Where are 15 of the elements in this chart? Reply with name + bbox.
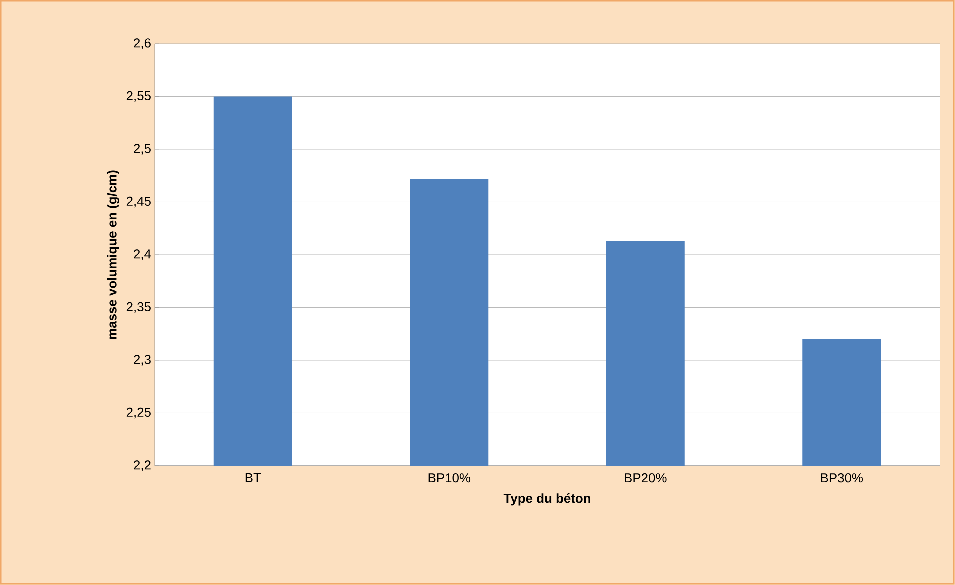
x-tick-label: BT	[246, 474, 262, 482]
y-tick-label: 2,3	[134, 355, 151, 366]
y-tick-label: 2,6	[134, 38, 151, 50]
y-axis-title: masse volumique en (g/cm)	[107, 170, 120, 340]
y-tick-label: 2,35	[126, 302, 151, 314]
x-tick-label: BP30%	[821, 474, 864, 483]
y-tick-label: 2,25	[126, 408, 151, 419]
y-tick-label: 2,5	[134, 144, 151, 155]
y-tick-label: 2,55	[126, 91, 151, 102]
y-tick-label: 2,2	[134, 460, 151, 472]
y-tick-label: 2,4	[134, 250, 152, 260]
x-axis-title: Type du béton	[504, 494, 590, 506]
x-tick-label: BP10%	[428, 474, 471, 483]
y-tick-label: 2,45	[126, 196, 151, 208]
x-tick-label: BP20%	[625, 474, 667, 483]
